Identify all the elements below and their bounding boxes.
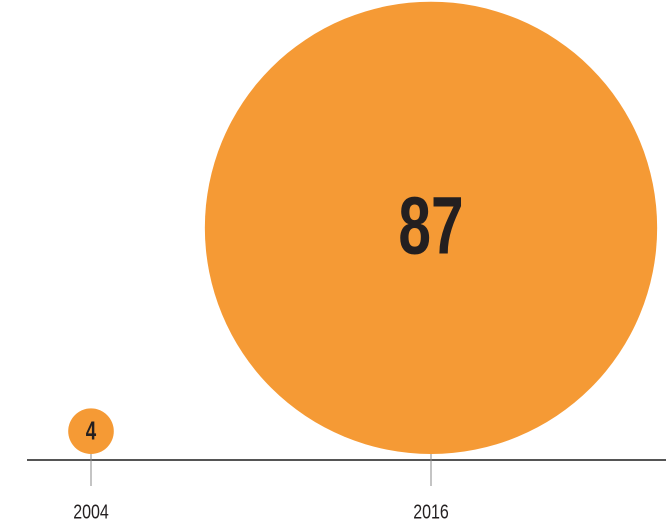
value-label: 4 (86, 415, 97, 445)
bubble (68, 408, 114, 455)
x-tick-label: 2016 (413, 501, 449, 523)
bubble (204, 1, 658, 454)
value-label: 87 (398, 181, 463, 272)
x-tick-label: 2004 (73, 501, 109, 523)
